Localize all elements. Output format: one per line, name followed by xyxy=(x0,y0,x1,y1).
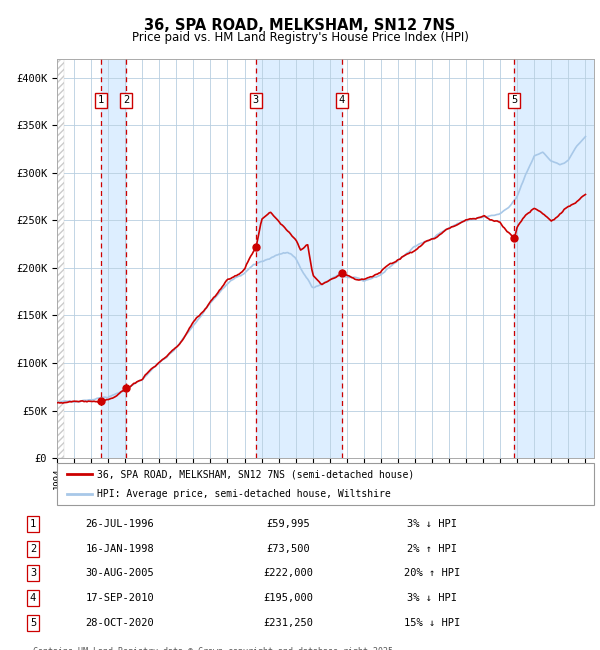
Text: Contains HM Land Registry data © Crown copyright and database right 2025.: Contains HM Land Registry data © Crown c… xyxy=(33,647,398,650)
Text: £195,000: £195,000 xyxy=(263,593,313,603)
Text: 3: 3 xyxy=(30,568,36,578)
Text: 36, SPA ROAD, MELKSHAM, SN12 7NS: 36, SPA ROAD, MELKSHAM, SN12 7NS xyxy=(145,18,455,33)
FancyBboxPatch shape xyxy=(57,463,594,505)
Text: 2: 2 xyxy=(30,543,36,554)
Bar xyxy=(57,58,64,458)
Text: £59,995: £59,995 xyxy=(266,519,310,529)
Text: £73,500: £73,500 xyxy=(266,543,310,554)
Text: 3% ↓ HPI: 3% ↓ HPI xyxy=(407,593,457,603)
Text: 2% ↑ HPI: 2% ↑ HPI xyxy=(407,543,457,554)
Text: 28-OCT-2020: 28-OCT-2020 xyxy=(86,618,154,628)
Text: 20% ↑ HPI: 20% ↑ HPI xyxy=(404,568,460,578)
Text: 4: 4 xyxy=(339,96,345,105)
Text: 16-JAN-1998: 16-JAN-1998 xyxy=(86,543,154,554)
Text: 5: 5 xyxy=(30,618,36,628)
Text: £222,000: £222,000 xyxy=(263,568,313,578)
Text: 4: 4 xyxy=(30,593,36,603)
Text: 15% ↓ HPI: 15% ↓ HPI xyxy=(404,618,460,628)
Text: 3% ↓ HPI: 3% ↓ HPI xyxy=(407,519,457,529)
Text: 2: 2 xyxy=(123,96,129,105)
Text: 1: 1 xyxy=(30,519,36,529)
Text: 3: 3 xyxy=(253,96,259,105)
Text: 36, SPA ROAD, MELKSHAM, SN12 7NS (semi-detached house): 36, SPA ROAD, MELKSHAM, SN12 7NS (semi-d… xyxy=(97,469,415,479)
Text: £231,250: £231,250 xyxy=(263,618,313,628)
Text: HPI: Average price, semi-detached house, Wiltshire: HPI: Average price, semi-detached house,… xyxy=(97,489,391,499)
Text: 26-JUL-1996: 26-JUL-1996 xyxy=(86,519,154,529)
Bar xyxy=(256,58,342,458)
Text: 30-AUG-2005: 30-AUG-2005 xyxy=(86,568,154,578)
Text: 5: 5 xyxy=(511,96,517,105)
Bar xyxy=(101,58,126,458)
Text: 17-SEP-2010: 17-SEP-2010 xyxy=(86,593,154,603)
Text: 1: 1 xyxy=(98,96,104,105)
Bar xyxy=(514,58,594,458)
Text: Price paid vs. HM Land Registry's House Price Index (HPI): Price paid vs. HM Land Registry's House … xyxy=(131,31,469,44)
